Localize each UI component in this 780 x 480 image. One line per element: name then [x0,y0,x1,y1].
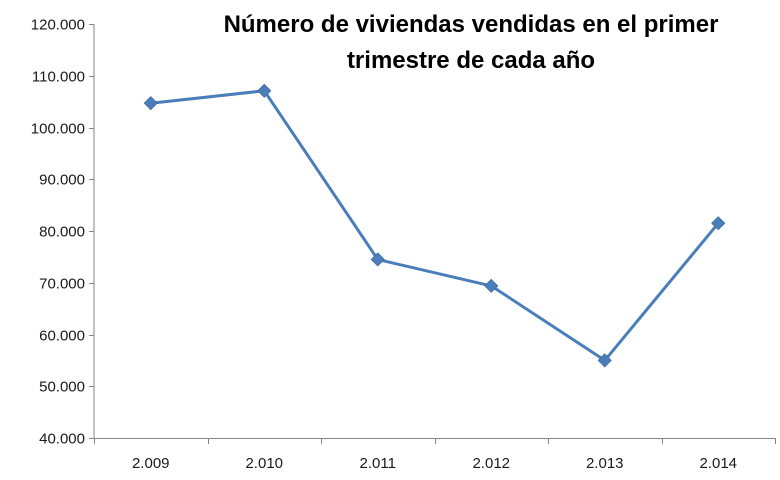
y-tick-label: 40.000 [39,431,85,448]
x-tick-label: 2.009 [132,455,170,472]
y-axis: 40.000 50.000 60.000 70.000 80.000 90.000 100.… [31,17,95,448]
data-point-marker [143,96,158,111]
x-tick-label: 2.014 [699,455,737,472]
y-tick-label: 60.000 [39,328,85,345]
data-point-marker [370,252,385,267]
y-tick-label: 80.000 [39,224,85,241]
data-point-marker [257,83,272,98]
chart-title: Número de viviendas vendidas en el prime… [224,11,719,74]
x-tick-label: 2.013 [586,455,624,472]
x-tick-label: 2.010 [245,455,283,472]
y-tick-label: 110.000 [32,69,85,86]
y-tick-label: 50.000 [39,379,85,396]
x-tick-label: 2.011 [360,455,396,472]
series-line [150,89,720,362]
chart-title-line-2: trimestre de cada año [347,47,595,74]
y-tick-label: 100.000 [31,121,85,138]
data-point-marker [484,278,499,293]
data-point-marker [597,353,612,368]
series-group [143,83,726,368]
chart-title-line-1: Número de viviendas vendidas en el prime… [224,11,719,38]
y-tick-label: 90.000 [39,172,85,189]
x-axis: 2.009 2.010 2.011 2.012 2.013 2.014 [94,438,776,472]
x-tick-label: 2.012 [472,455,510,472]
y-tick-label: 120.000 [31,17,85,34]
y-tick-label: 70.000 [39,276,85,293]
data-point-marker [711,216,726,231]
